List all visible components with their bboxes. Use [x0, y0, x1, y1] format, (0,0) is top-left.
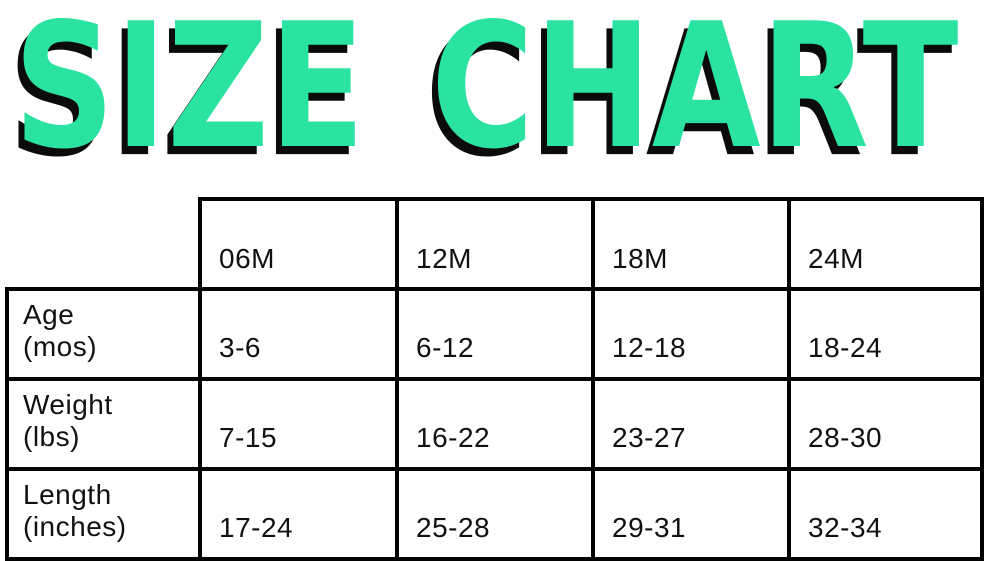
cell-length-24m: 32-34	[787, 467, 984, 561]
row-header-weight: Weight (lbs)	[5, 377, 202, 471]
header-row: 06M 12M 18M 24M	[7, 197, 984, 291]
title-svg: SIZE CHART SIZE CHART	[7, 0, 958, 178]
cell-age-24m: 18-24	[787, 287, 984, 381]
size-chart-title: SIZE CHART SIZE CHART	[0, 0, 984, 178]
cell-length-12m: 25-28	[395, 467, 595, 561]
row-header-age: Age (mos)	[5, 287, 202, 381]
size-chart-table: 06M 12M 18M 24M Age (mos) 3-6 6-12 12-18…	[5, 197, 984, 561]
col-header-24m: 24M	[787, 197, 984, 291]
cell-weight-12m: 16-22	[395, 377, 595, 471]
cell-age-12m: 6-12	[395, 287, 595, 381]
cell-weight-06m: 7-15	[198, 377, 399, 471]
table-row-length: Length (inches) 17-24 25-28 29-31 32-34	[5, 467, 984, 561]
row-unit: (inches)	[23, 511, 127, 543]
table-row-age: Age (mos) 3-6 6-12 12-18 18-24	[5, 287, 984, 381]
row-label: Weight	[23, 389, 113, 420]
row-unit: (lbs)	[23, 421, 80, 453]
table-row-weight: Weight (lbs) 7-15 16-22 23-27 28-30	[5, 377, 984, 471]
row-label: Age	[23, 299, 75, 330]
cell-length-18m: 29-31	[591, 467, 791, 561]
cell-weight-18m: 23-27	[591, 377, 791, 471]
cell-age-06m: 3-6	[198, 287, 399, 381]
title-main-text: SIZE CHART	[13, 0, 958, 178]
col-header-18m: 18M	[591, 197, 791, 291]
row-unit: (mos)	[23, 331, 98, 363]
cell-weight-24m: 28-30	[787, 377, 984, 471]
col-header-12m: 12M	[395, 197, 595, 291]
title-outline-shadow-text: SIZE CHART	[7, 0, 952, 178]
cell-length-06m: 17-24	[198, 467, 399, 561]
col-header-06m: 06M	[198, 197, 399, 291]
cell-age-18m: 12-18	[591, 287, 791, 381]
row-label: Length	[23, 479, 112, 510]
row-header-length: Length (inches)	[5, 467, 202, 561]
corner-blank-cell	[7, 199, 200, 289]
